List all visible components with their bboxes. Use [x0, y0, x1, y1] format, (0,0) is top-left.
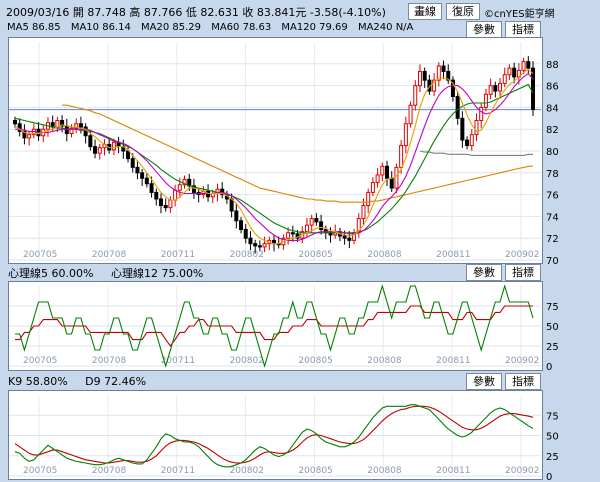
ma60-label: MA60 78.63 [211, 22, 272, 33]
price-ytick-label: 74 [546, 212, 559, 223]
price-ytick-label: 70 [546, 256, 559, 267]
kd-ytick-label: 25 [546, 452, 559, 463]
low-label: 低 [185, 6, 197, 19]
price-ytick-label: 72 [546, 234, 559, 245]
price-ytick-label: 88 [546, 60, 559, 71]
price-params-button[interactable]: 參數 [466, 21, 502, 38]
psy12-label: 心理線12 75.00% [110, 267, 204, 280]
price-indicator-button[interactable]: 指標 [505, 21, 541, 38]
open-label: 開 [72, 6, 84, 19]
quote-date: 2009/03/16 [6, 6, 70, 19]
restore-button[interactable]: 復原 [446, 3, 480, 20]
price-ytick-label: 80 [546, 147, 559, 158]
ma10-label: MA10 86.14 [70, 22, 131, 33]
ma120-label: MA120 79.69 [281, 22, 348, 33]
ma240-label: MA240 N/A [357, 22, 414, 33]
k9-label: K9 58.80% [8, 375, 68, 388]
psy-ytick-label: 0 [546, 362, 552, 373]
draw-line-button[interactable]: 畫線 [408, 3, 442, 20]
price-ytick-label: 82 [546, 125, 559, 136]
price-pane [8, 37, 543, 264]
d9-label: D9 72.46% [85, 375, 147, 388]
kd-pane [8, 390, 543, 480]
kd-legend: K9 58.80% D9 72.46% [8, 375, 160, 388]
copyright-text: ©cnYES鉅亨網 [484, 9, 555, 20]
price-ytick-label: 86 [546, 82, 559, 93]
close-value: 83.841元 [256, 6, 307, 19]
psy5-label: 心理線5 60.00% [8, 267, 94, 280]
quote-summary: 2009/03/16 開 87.748 高 87.766 低 82.631 收 … [6, 4, 386, 20]
high-label: 高 [129, 6, 141, 19]
open-value: 87.748 [87, 6, 126, 19]
price-ytick-label: 78 [546, 169, 559, 180]
kd-ytick-label: 50 [546, 432, 559, 443]
close-label: 收 [242, 6, 254, 19]
change-value: -3.58(-4.10%) [309, 6, 386, 19]
psy-indicator-button[interactable]: 指標 [505, 264, 541, 281]
high-value: 87.766 [143, 6, 183, 19]
price-ytick-label: 76 [546, 191, 559, 202]
ma-legend: MA5 86.85 MA10 86.14 MA20 85.29 MA60 78.… [0, 22, 413, 36]
ma20-label: MA20 85.29 [141, 22, 202, 33]
psy-ytick-label: 50 [546, 322, 559, 333]
low-value: 82.631 [200, 6, 239, 19]
price-ytick-label: 84 [546, 103, 559, 114]
psy-params-button[interactable]: 參數 [466, 264, 502, 281]
psy-ytick-label: 25 [546, 342, 559, 353]
kd-params-button[interactable]: 參數 [466, 373, 502, 390]
psy-legend: 心理線5 60.00% 心理線12 75.00% [8, 265, 217, 281]
quote-header: 2009/03/16 開 87.748 高 87.766 低 82.631 收 … [0, 0, 600, 22]
kd-ytick-label: 0 [546, 472, 552, 482]
kd-indicator-button[interactable]: 指標 [505, 373, 541, 390]
psy-pane [8, 281, 543, 371]
kd-ytick-label: 75 [546, 411, 559, 422]
psy-ytick-label: 75 [546, 302, 559, 313]
ma5-label: MA5 86.85 [7, 22, 61, 33]
